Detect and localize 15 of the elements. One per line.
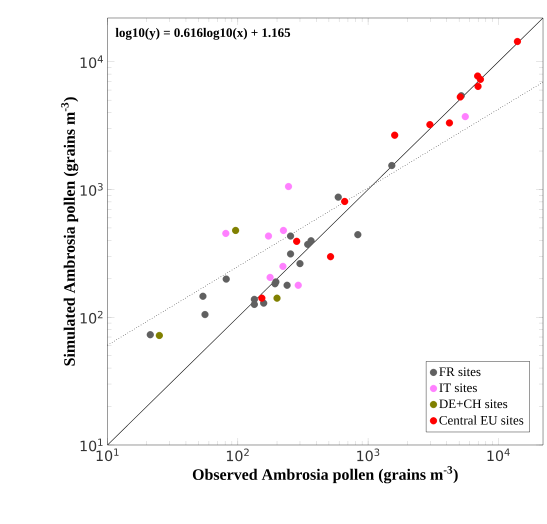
x-tick-label: 10$^{2}$ <box>226 448 249 462</box>
y-tick-label: 10$^{3}$ <box>80 183 103 196</box>
y-axis-title: Simulated Ambrosia pollen (grains m$^{-3}$) <box>61 97 78 366</box>
y-tick-label: 10$^{1}$ <box>80 438 103 452</box>
x-tick-label: 10$^{3}$ <box>357 448 380 462</box>
x-axis-title: Observed Ambrosia pollen (grains m$^{-3}$) <box>192 466 458 484</box>
legend-label: FR sites <box>439 367 481 376</box>
y-tick-label: 10$^{4}$ <box>80 55 103 68</box>
legend-label: Central EU sites <box>439 416 524 425</box>
legend-label: IT sites <box>439 383 477 392</box>
x-tick-label: 10$^{4}$ <box>488 448 510 462</box>
legend-label: DE+CH sites <box>439 399 508 408</box>
x-tick-label: 10$^{1}$ <box>96 448 119 462</box>
annotation: log10(y) = 0.616log10(x) + 1.165 <box>116 28 290 40</box>
y-tick-label: 10$^{2}$ <box>80 310 102 324</box>
